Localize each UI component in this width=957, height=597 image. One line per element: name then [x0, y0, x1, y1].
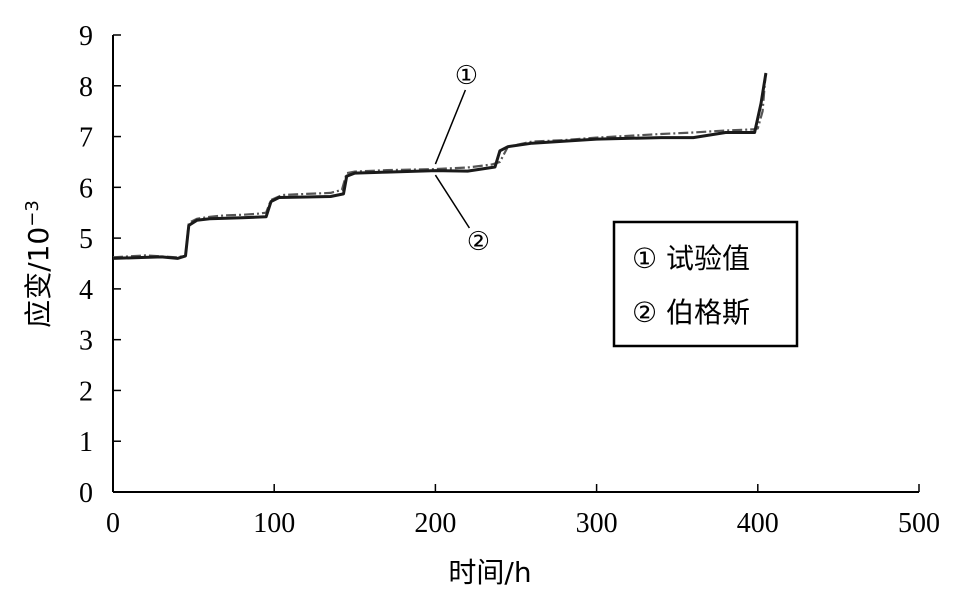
y-axis-title: 应变/10−3: [22, 200, 55, 328]
y-tick-label: 7: [79, 123, 93, 154]
y-tick-label: 5: [79, 224, 93, 255]
y-tick-label: 1: [79, 427, 93, 458]
axes: [112, 35, 919, 493]
legend-item-burgers: ② 伯格斯: [632, 296, 750, 329]
series-layer: [112, 70, 768, 260]
x-tick-label: 200: [414, 508, 456, 539]
series-line-burgers: [112, 72, 768, 260]
series-line-experimental: [112, 70, 767, 259]
callout-label-1: ①: [455, 61, 478, 91]
x-tick-label: 500: [898, 508, 940, 539]
x-ticks: 0 100 200 300 400 500: [106, 484, 940, 539]
callout-leader-1: [434, 89, 467, 165]
y-tick-label: 3: [79, 326, 93, 357]
callout-label-2: ②: [467, 227, 490, 257]
legend-box: [612, 220, 799, 348]
y-axis-title-exponent: −3: [22, 200, 43, 227]
y-tick-label: 9: [79, 21, 93, 52]
y-axis-title-main: 应变/10: [22, 227, 55, 328]
y-tick-label: 6: [79, 173, 93, 204]
callout-leader-2: [434, 174, 471, 229]
x-tick-label: 100: [253, 508, 295, 539]
y-tick-label: 0: [79, 478, 93, 509]
legend: ① 试验值 ② 伯格斯: [612, 220, 799, 348]
legend-item-experimental: ① 试验值: [632, 242, 750, 275]
x-tick-label: 300: [576, 508, 618, 539]
x-tick-label: 0: [106, 508, 120, 539]
y-tick-label: 4: [79, 275, 93, 306]
y-tick-label: 8: [79, 72, 93, 103]
x-tick-label: 400: [737, 508, 779, 539]
x-axis-title: 时间/h: [448, 556, 531, 589]
callouts: ①②: [434, 61, 490, 257]
y-ticks: 0 1 2 3 4 5 6 7 8 9: [79, 21, 121, 509]
y-tick-label: 2: [79, 376, 93, 407]
